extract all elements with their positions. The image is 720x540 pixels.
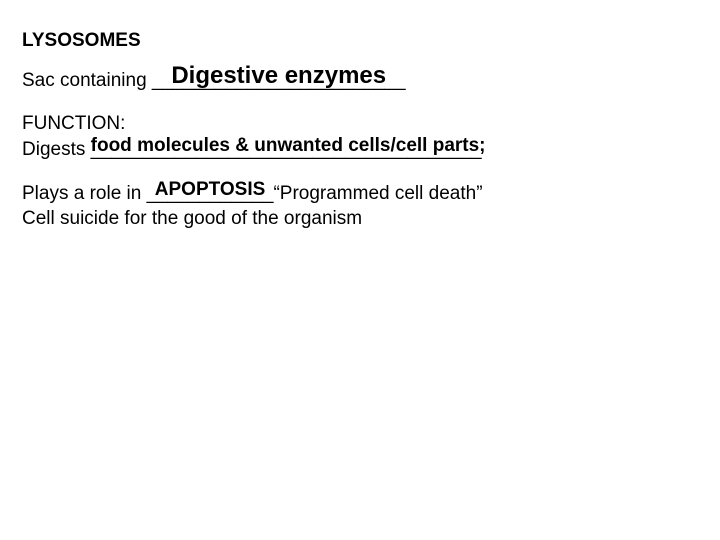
line1-prefix: Sac containing (22, 70, 152, 91)
line-digests: Digests food molecules & unwanted cells/… (22, 137, 698, 163)
line-cell-suicide: Cell suicide for the good of the organis… (22, 206, 698, 232)
line1-answer: Digestive enzymes (152, 60, 406, 92)
line3-answer: APOPTOSIS (147, 177, 274, 203)
line2-blank: food molecules & unwanted cells/cell par… (91, 137, 482, 163)
apoptosis-block: Plays a role in APOPTOSIS ____________ “… (22, 181, 698, 232)
line1-blank: Digestive enzymes ______________________… (152, 68, 406, 94)
line3-suffix: “Programmed cell death” (273, 183, 482, 204)
line2-answer: food molecules & unwanted cells/cell par… (91, 133, 482, 159)
line3-blank: APOPTOSIS ____________ (147, 181, 274, 207)
line-plays-role: Plays a role in APOPTOSIS ____________ “… (22, 181, 698, 207)
line2-prefix: Digests (22, 139, 91, 160)
function-block: FUNCTION: Digests food molecules & unwan… (22, 111, 698, 162)
line3-prefix: Plays a role in (22, 183, 147, 204)
line-sac-containing: Sac containing Digestive enzymes _______… (22, 68, 698, 94)
slide-title: LYSOSOMES (22, 28, 698, 54)
